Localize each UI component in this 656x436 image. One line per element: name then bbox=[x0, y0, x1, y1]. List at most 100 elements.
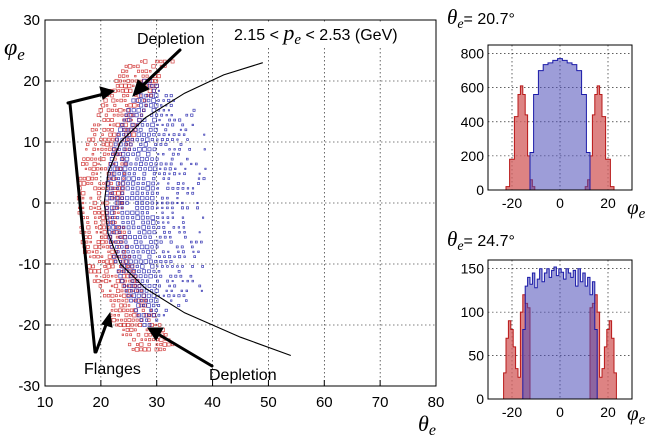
main-scatter-point bbox=[96, 205, 101, 210]
main-scatter-point bbox=[120, 201, 124, 205]
main-x-tick-label: 50 bbox=[260, 394, 277, 411]
top-x-axis-label: φe bbox=[627, 195, 646, 222]
main-scatter-point bbox=[185, 299, 188, 302]
main-scatter-point bbox=[148, 333, 152, 337]
main-scatter-point bbox=[172, 172, 177, 176]
main-scatter-point bbox=[161, 211, 164, 214]
main-scatter-point bbox=[108, 132, 113, 137]
main-scatter-point bbox=[126, 138, 130, 141]
main-scatter-point bbox=[171, 216, 175, 219]
main-scatter-point bbox=[116, 132, 121, 137]
main-scatter-point bbox=[98, 182, 101, 185]
main-scatter-point bbox=[139, 142, 143, 146]
main-scatter-point bbox=[121, 74, 126, 78]
main-scatter-point bbox=[183, 231, 186, 234]
main-scatter-point bbox=[148, 166, 153, 171]
main-scatter-point bbox=[181, 216, 185, 219]
main-scatter-point bbox=[150, 157, 154, 161]
main-scatter-point bbox=[178, 148, 181, 151]
main-scatter-point bbox=[162, 177, 166, 180]
range-label-background bbox=[226, 22, 434, 46]
main-scatter-point bbox=[146, 313, 151, 318]
main-scatter-point bbox=[116, 216, 120, 220]
main-scatter-point bbox=[116, 250, 120, 254]
main-scatter-point bbox=[149, 308, 153, 313]
main-scatter-point bbox=[150, 122, 155, 128]
main-x-tick-label: 80 bbox=[428, 394, 445, 411]
main-scatter-point bbox=[155, 157, 159, 161]
main-scatter-point bbox=[176, 197, 179, 200]
main-scatter-point bbox=[154, 162, 158, 166]
main-scatter-point bbox=[142, 347, 147, 352]
main-scatter-point bbox=[181, 187, 185, 190]
main-scatter-point bbox=[123, 127, 128, 132]
main-scatter-point bbox=[139, 318, 144, 322]
main-scatter-point bbox=[140, 113, 144, 117]
main-scatter-point bbox=[110, 264, 115, 269]
arrow-flanges-top-head bbox=[99, 86, 116, 100]
main-scatter-point bbox=[140, 211, 145, 215]
main-scatter-point bbox=[152, 338, 155, 342]
main-scatter-point bbox=[139, 347, 143, 352]
main-scatter-point bbox=[100, 147, 104, 151]
main-scatter-point bbox=[159, 260, 163, 264]
annotation-flanges: Flanges bbox=[84, 361, 141, 378]
main-y-tick-label: -20 bbox=[18, 317, 40, 334]
main-scatter-point bbox=[91, 152, 95, 156]
main-scatter-point bbox=[122, 177, 125, 180]
main-scatter-point bbox=[119, 294, 122, 297]
main-scatter-point bbox=[149, 70, 152, 73]
main-scatter-point bbox=[121, 225, 126, 230]
main-scatter-point bbox=[99, 137, 103, 142]
main-scatter-point bbox=[89, 255, 92, 258]
main-scatter-point bbox=[162, 225, 166, 229]
main-scatter-point bbox=[103, 235, 108, 239]
main-scatter-point bbox=[96, 279, 101, 284]
main-scatter-point bbox=[96, 191, 101, 196]
main-scatter-point bbox=[140, 338, 144, 341]
main-scatter-point bbox=[86, 181, 90, 186]
main-scatter-point bbox=[174, 167, 177, 170]
main-scatter-point bbox=[184, 235, 187, 239]
main-scatter-point bbox=[94, 157, 98, 161]
main-scatter-point bbox=[113, 103, 117, 107]
main-scatter-point bbox=[145, 205, 150, 210]
main-scatter-point bbox=[115, 323, 118, 327]
main-scatter-point bbox=[131, 132, 137, 137]
bottom-x-ticks: -20 0 20 bbox=[502, 404, 616, 420]
main-scatter-point bbox=[170, 59, 175, 64]
main-scatter-point bbox=[117, 147, 121, 151]
main-scatter-point bbox=[135, 264, 139, 268]
main-scatter-point bbox=[139, 240, 143, 244]
main-scatter-point bbox=[121, 221, 125, 225]
main-scatter-point bbox=[112, 113, 116, 117]
main-scatter-point bbox=[137, 254, 142, 259]
range-label: 2.15 < pe < 2.53 (GeV) bbox=[234, 20, 398, 48]
main-scatter-point bbox=[121, 176, 126, 181]
main-scatter-point bbox=[168, 172, 171, 175]
main-scatter-point bbox=[131, 220, 136, 225]
main-scatter-point bbox=[121, 299, 124, 302]
top-x-tick-label: -20 bbox=[502, 195, 522, 211]
main-scatter-point bbox=[127, 254, 132, 259]
main-scatter-point bbox=[106, 108, 111, 113]
main-scatter-point bbox=[153, 239, 159, 245]
main-scatter-point bbox=[123, 259, 128, 264]
main-scatter-point bbox=[122, 322, 127, 328]
main-scatter-point bbox=[93, 206, 96, 210]
main-scatter-point bbox=[132, 84, 135, 88]
main-scatter-point bbox=[142, 176, 146, 181]
main-scatter-point bbox=[128, 235, 132, 240]
main-x-tick-label: 40 bbox=[204, 394, 221, 411]
main-scatter-point bbox=[101, 186, 105, 190]
top-histogram-blue bbox=[529, 58, 591, 191]
main-scatter-point bbox=[174, 274, 178, 278]
main-scatter-point bbox=[89, 240, 92, 244]
main-scatter-point bbox=[176, 138, 179, 141]
main-scatter-point bbox=[105, 245, 110, 249]
main-scatter-point bbox=[155, 245, 159, 249]
main-scatter-point bbox=[200, 289, 203, 292]
main-scatter-point bbox=[120, 186, 125, 191]
main-y-tick-label: -30 bbox=[18, 378, 40, 395]
main-scatter-point bbox=[151, 64, 156, 69]
